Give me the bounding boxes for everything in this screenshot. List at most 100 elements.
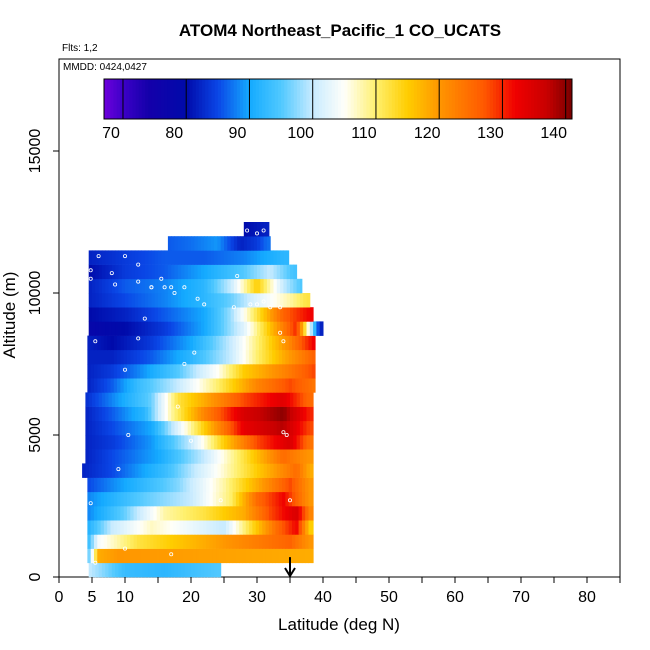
colorbar-swatch xyxy=(515,79,519,119)
heatmap-cell xyxy=(217,420,222,436)
heatmap-cell xyxy=(174,264,179,280)
heatmap-cell xyxy=(305,534,309,549)
heatmap-cell xyxy=(133,477,138,493)
heatmap-cell xyxy=(210,293,215,308)
heatmap-cell xyxy=(309,307,314,322)
heatmap-cell xyxy=(242,534,247,549)
heatmap-cell xyxy=(189,349,194,365)
heatmap-cell xyxy=(141,307,146,322)
heatmap-cell xyxy=(143,520,148,535)
colorbar-swatch xyxy=(315,79,320,119)
heatmap-cell xyxy=(141,321,146,336)
heatmap-cell xyxy=(212,378,217,393)
heatmap-cell xyxy=(92,293,96,308)
heatmap-cell xyxy=(184,406,189,422)
heatmap-cell xyxy=(141,420,146,436)
heatmap-cell xyxy=(283,307,288,322)
colorbar-swatch xyxy=(527,79,532,119)
heatmap-cell xyxy=(258,364,263,379)
heatmap-cell xyxy=(209,364,214,379)
heatmap-cell xyxy=(174,321,179,336)
heatmap-cell xyxy=(306,307,311,322)
heatmap-cell xyxy=(245,534,250,549)
heatmap-cell xyxy=(258,520,263,535)
heatmap-cell xyxy=(187,435,192,450)
heatmap-cell xyxy=(181,250,185,265)
colorbar-swatch xyxy=(328,79,333,119)
heatmap-cell xyxy=(298,335,303,351)
heatmap-cell xyxy=(220,463,225,478)
heatmap-cell xyxy=(141,250,146,265)
heatmap-cell xyxy=(113,548,118,564)
heatmap-cell xyxy=(131,293,136,308)
heatmap-cell xyxy=(156,335,161,351)
heatmap-cell xyxy=(232,491,237,507)
heatmap-cell xyxy=(225,506,230,521)
heatmap-cell xyxy=(222,335,227,351)
heatmap-cell xyxy=(199,520,204,535)
heatmap-cell xyxy=(282,491,286,507)
heatmap-cell xyxy=(167,392,172,407)
heatmap-cell xyxy=(136,349,141,365)
heatmap-cell xyxy=(225,378,230,393)
heatmap-cell xyxy=(100,548,105,564)
heatmap-cell xyxy=(121,406,126,422)
sample-point xyxy=(169,552,174,557)
heatmap-cell xyxy=(158,435,162,450)
heatmap-cell xyxy=(133,520,138,535)
heatmap-cell xyxy=(126,534,131,549)
heatmap-cell xyxy=(196,349,201,365)
heatmap-cell xyxy=(166,335,171,351)
heatmap-cell xyxy=(233,463,238,478)
heatmap-cell xyxy=(299,321,304,336)
heatmap-cell xyxy=(280,406,284,422)
heatmap-cell xyxy=(85,435,90,450)
heatmap-cell xyxy=(167,562,172,578)
heatmap-cell xyxy=(131,435,136,450)
heatmap-cell xyxy=(309,321,314,336)
heatmap-cell xyxy=(130,548,135,564)
colorbar-swatch xyxy=(186,79,190,119)
heatmap-cell xyxy=(207,562,212,578)
colorbar-swatch xyxy=(281,79,285,119)
colorbar-swatch xyxy=(233,79,238,119)
heatmap-cell xyxy=(273,321,278,336)
heatmap-cell xyxy=(192,491,197,507)
heatmap-cell xyxy=(92,435,96,450)
heatmap-cell xyxy=(283,293,288,308)
heatmap-cell xyxy=(216,520,220,535)
heatmap-cell xyxy=(90,477,95,493)
heatmap-cell xyxy=(140,335,144,351)
heatmap-cell xyxy=(257,222,261,237)
heatmap-cell xyxy=(131,392,136,407)
colorbar-swatch xyxy=(375,79,380,119)
heatmap-cell xyxy=(227,307,232,322)
heatmap-cell xyxy=(206,506,210,521)
heatmap-cell xyxy=(291,548,296,564)
heatmap-cell xyxy=(143,491,148,507)
heatmap-cell xyxy=(233,264,238,280)
heatmap-cell xyxy=(183,520,187,535)
heatmap-cell xyxy=(191,293,195,308)
heatmap-cell xyxy=(151,449,156,464)
heatmap-cell xyxy=(200,307,205,322)
heatmap-cell xyxy=(154,307,159,322)
heatmap-cell xyxy=(93,520,98,535)
heatmap-cell xyxy=(285,506,290,521)
heatmap-cell xyxy=(167,420,172,436)
colorbar-swatch xyxy=(262,79,266,119)
heatmap-cell xyxy=(181,321,185,336)
heatmap-cell xyxy=(268,349,273,365)
heatmap-cell xyxy=(249,378,253,393)
heatmap-cell xyxy=(138,435,142,450)
heatmap-cell xyxy=(117,378,121,393)
colorbar-swatch xyxy=(372,79,377,119)
heatmap-cell xyxy=(266,278,271,294)
heatmap-cell xyxy=(257,278,261,294)
heatmap-cell xyxy=(107,349,111,365)
heatmap-cell xyxy=(295,364,300,379)
heatmap-cell xyxy=(103,335,108,351)
heatmap-cell xyxy=(117,477,121,493)
heatmap-cell xyxy=(174,420,179,436)
heatmap-cell xyxy=(262,520,267,535)
